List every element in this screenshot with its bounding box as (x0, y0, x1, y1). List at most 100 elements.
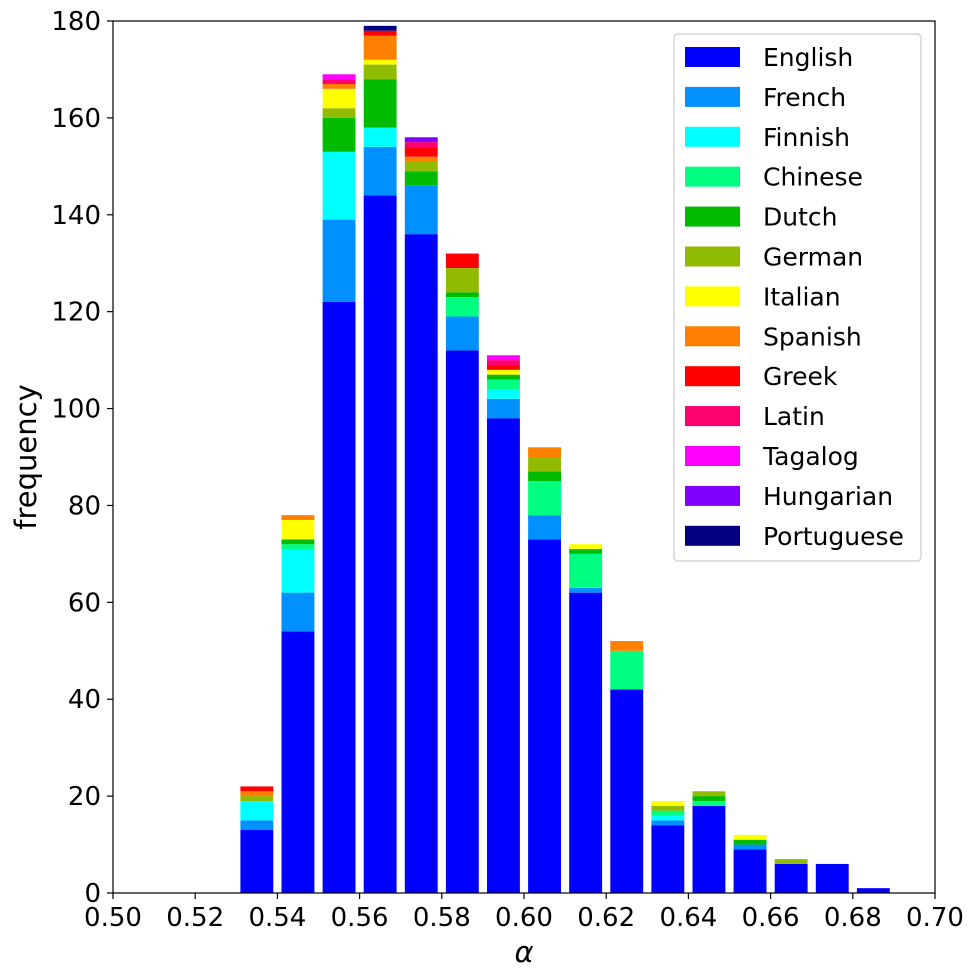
y-tick-label: 80 (68, 491, 101, 521)
bar-segment-dutch-1 (281, 539, 315, 545)
legend-swatch-italian (685, 286, 740, 307)
x-tick-label: 0.54 (248, 903, 306, 933)
legend-label-german: German (763, 243, 863, 272)
bar-segment-latin-4 (404, 142, 438, 147)
bar-segment-dutch-4 (404, 171, 438, 186)
x-tick-label: 0.58 (413, 903, 471, 933)
bar-segment-chinese-7 (528, 481, 561, 516)
bar-segment-english-3 (363, 195, 397, 893)
x-axis-title: α (514, 935, 533, 969)
bar-segment-italian-12 (733, 834, 767, 840)
bars-layer (240, 25, 890, 894)
bar-segment-german-3 (363, 64, 397, 80)
bar-segment-english-0 (240, 830, 274, 893)
bar-segment-french-2 (322, 219, 356, 302)
bar-segment-english-10 (651, 825, 685, 893)
bar-segment-english-14 (815, 863, 849, 893)
bar-segment-italian-10 (651, 800, 685, 806)
bar-segment-german-11 (692, 791, 726, 797)
bar-segment-french-5 (445, 316, 479, 351)
bar-segment-tagalog-2 (322, 74, 356, 80)
bar-segment-spanish-1 (281, 515, 315, 520)
bar-segment-dutch-7 (528, 471, 561, 482)
bar-segment-finnish-6 (487, 389, 520, 399)
legend-swatch-spanish (685, 326, 740, 347)
bar-segment-french-6 (487, 398, 520, 419)
y-axis: 0 20 40 60 80 100 120 140 160 180 (51, 7, 113, 909)
bar-segment-english-9 (610, 689, 644, 893)
y-tick-label: 0 (84, 879, 101, 909)
y-tick-label: 180 (51, 7, 101, 37)
bar-segment-greek-6 (487, 364, 520, 370)
y-axis-title: frequency (9, 384, 43, 529)
legend-label-italian: Italian (763, 282, 841, 311)
bar-segment-chinese-11 (692, 800, 726, 806)
bar-segment-english-5 (445, 350, 479, 893)
bar-segment-german-5 (445, 268, 479, 293)
bar-segment-tagalog-6 (487, 355, 520, 361)
legend-label-tagalog: Tagalog (762, 442, 859, 471)
bar-segment-finnish-2 (322, 151, 356, 220)
legend-swatch-chinese (685, 166, 740, 187)
bar-segment-french-4 (404, 185, 438, 235)
bar-segment-hungarian-4 (404, 137, 438, 143)
bar-segment-spanish-2 (322, 83, 356, 89)
bar-segment-spanish-4 (404, 156, 438, 162)
bar-segment-italian-3 (363, 59, 397, 65)
legend-label-spanish: Spanish (763, 322, 862, 351)
bar-segment-french-3 (363, 146, 397, 196)
legend: English French Finnish Chinese Dutch German It… (673, 33, 922, 562)
bar-segment-greek-5 (445, 253, 479, 269)
bar-segment-chinese-8 (569, 553, 603, 588)
bar-segment-french-12 (733, 844, 767, 850)
bar-segment-spanish-3 (363, 35, 397, 60)
x-tick-label: 0.50 (84, 903, 142, 933)
y-tick-label: 160 (51, 104, 101, 134)
y-tick-label: 40 (68, 685, 101, 715)
bar-segment-greek-0 (240, 786, 274, 792)
bar-segment-greek-3 (363, 30, 397, 36)
legend-swatch-portuguese (685, 525, 740, 546)
legend-label-portuguese: Portuguese (763, 522, 904, 551)
bar-segment-english-6 (487, 418, 520, 893)
x-tick-label: 0.70 (906, 903, 964, 933)
bar-segment-dutch-6 (487, 374, 520, 380)
bar-segment-italian-1 (281, 519, 315, 540)
x-tick-label: 0.62 (577, 903, 635, 933)
bar-segment-italian-2 (322, 88, 356, 109)
bar-segment-english-13 (774, 863, 808, 893)
bar-segment-english-4 (404, 234, 438, 894)
x-tick-label: 0.60 (495, 903, 553, 933)
legend-label-finnish: Finnish (763, 123, 850, 152)
bar-segment-german-2 (322, 108, 356, 118)
legend-box (673, 33, 922, 562)
y-tick-label: 60 (68, 588, 101, 618)
bar-segment-german-7 (528, 457, 561, 472)
x-tick-label: 0.64 (659, 903, 717, 933)
bar-segment-italian-8 (569, 544, 603, 550)
bar-segment-finnish-10 (651, 815, 685, 821)
bar-segment-french-0 (240, 820, 274, 831)
bar-segment-finnish-0 (240, 800, 274, 821)
bar-segment-latin-2 (322, 79, 356, 84)
bar-segment-spanish-7 (528, 447, 561, 457)
bar-segment-finnish-1 (281, 549, 315, 593)
bar-segment-greek-4 (404, 146, 438, 157)
bar-segment-french-1 (281, 592, 315, 632)
y-tick-label: 20 (68, 782, 101, 812)
legend-swatch-finnish (685, 126, 740, 147)
bar-segment-italian-6 (487, 369, 520, 375)
x-tick-label: 0.68 (824, 903, 882, 933)
bar-segment-german-0 (240, 796, 274, 801)
bar-segment-finnish-3 (363, 127, 397, 147)
legend-label-dutch: Dutch (763, 203, 838, 232)
bar-segment-german-4 (404, 161, 438, 172)
x-tick-label: 0.66 (742, 903, 800, 933)
bar-segment-french-7 (528, 515, 561, 540)
bar-segment-spanish-0 (240, 791, 274, 797)
legend-swatch-greek (685, 366, 740, 387)
legend-label-hungarian: Hungarian (763, 482, 893, 511)
bar-segment-english-2 (322, 301, 356, 893)
bar-segment-latin-6 (487, 360, 520, 365)
bar-segment-english-1 (281, 631, 315, 893)
